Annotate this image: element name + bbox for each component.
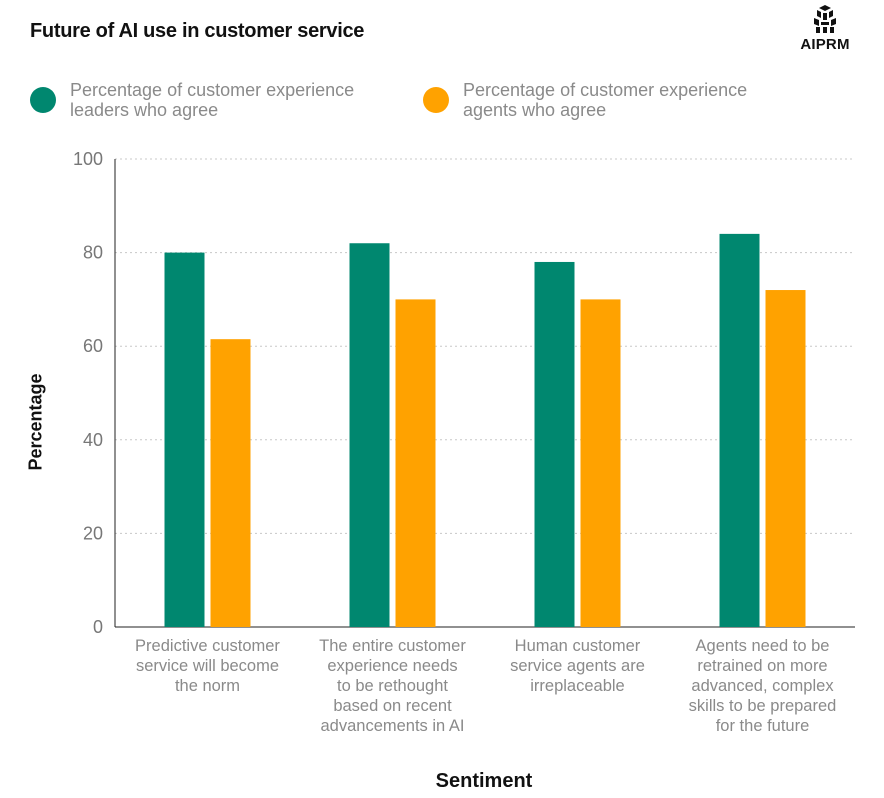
legend-label-line: Percentage of customer experience	[463, 80, 748, 100]
x-tick-label: based on recent	[333, 697, 452, 715]
legend-item-leaders: Percentage of customer experience leader…	[30, 80, 390, 120]
bar-agents	[765, 290, 806, 627]
x-tick-label: experience needs	[327, 657, 457, 675]
x-tick-label: the norm	[175, 677, 240, 695]
chart-legend: Percentage of customer experience leader…	[0, 80, 884, 130]
legend-label-line: agents who agree	[463, 100, 607, 120]
y-tick-label: 40	[83, 430, 103, 450]
x-tick-label: service agents are	[510, 657, 645, 675]
bar-agents	[395, 299, 436, 627]
x-tick-label: advancements in AI	[320, 717, 464, 735]
x-tick-label: for the future	[716, 717, 810, 735]
legend-label-line: Percentage of customer experience	[70, 80, 355, 100]
x-tick-label: service will become	[136, 657, 279, 675]
bar-agents	[210, 339, 251, 627]
legend-item-agents: Percentage of customer experience agents…	[423, 80, 783, 120]
bar-leaders	[719, 233, 760, 627]
y-tick-label: 0	[93, 617, 103, 637]
x-tick-label: skills to be prepared	[689, 697, 837, 715]
x-tick-label: to be rethought	[337, 677, 448, 695]
legend-swatch-leaders	[30, 87, 56, 113]
y-tick-label: 20	[83, 523, 103, 543]
chart-title: Future of AI use in customer service	[30, 20, 365, 42]
bar-leaders	[534, 261, 575, 627]
x-tick-label: irreplaceable	[530, 677, 624, 695]
legend-label-line: leaders who agree	[70, 100, 219, 120]
bar-agents	[580, 299, 621, 627]
y-tick-label: 100	[73, 149, 103, 169]
x-tick-label: The entire customer	[319, 637, 466, 655]
x-axis-label: Sentiment	[435, 770, 533, 792]
y-tick-label: 60	[83, 336, 103, 356]
aiprm-logo-icon	[814, 5, 836, 33]
bar-leaders	[349, 243, 390, 628]
aiprm-logo: AIPRM	[794, 4, 856, 53]
x-tick-label: Human customer	[515, 637, 641, 655]
legend-label-leaders: Percentage of customer experience leader…	[70, 80, 390, 120]
x-tick-label: advanced, complex	[691, 677, 834, 695]
legend-label-agents: Percentage of customer experience agents…	[463, 80, 783, 120]
x-tick-label: Agents need to be	[696, 637, 830, 655]
x-tick-label: Predictive customer	[135, 637, 280, 655]
bar-leaders	[164, 252, 205, 627]
x-tick-label: retrained on more	[697, 657, 827, 675]
y-tick-label: 80	[83, 243, 103, 263]
logo-text: AIPRM	[800, 36, 850, 53]
legend-swatch-agents	[423, 87, 449, 113]
